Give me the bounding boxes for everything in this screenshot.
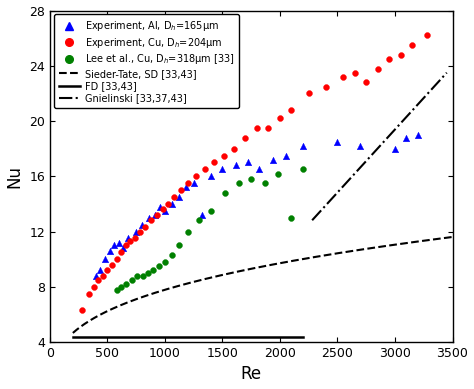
Point bbox=[299, 166, 307, 172]
Point bbox=[253, 125, 261, 131]
Point bbox=[170, 194, 178, 200]
Point bbox=[139, 273, 147, 279]
Point bbox=[122, 242, 129, 249]
Point bbox=[147, 217, 155, 224]
Point bbox=[150, 267, 157, 273]
Point bbox=[164, 201, 172, 207]
Point bbox=[207, 173, 215, 179]
Point bbox=[221, 190, 228, 196]
Point bbox=[108, 261, 116, 268]
Point bbox=[85, 291, 93, 297]
Point bbox=[210, 159, 218, 166]
Point bbox=[104, 267, 111, 273]
Y-axis label: Nu: Nu bbox=[6, 165, 24, 188]
Point bbox=[409, 42, 416, 48]
Point bbox=[403, 135, 410, 141]
Point bbox=[106, 248, 113, 254]
Point bbox=[151, 212, 158, 218]
Point bbox=[356, 143, 364, 149]
Point bbox=[282, 152, 290, 159]
Point bbox=[196, 217, 203, 224]
Point bbox=[161, 259, 169, 265]
Point bbox=[113, 256, 120, 262]
Point bbox=[115, 240, 123, 246]
Point bbox=[264, 125, 272, 131]
Point bbox=[142, 224, 149, 231]
Point bbox=[128, 277, 135, 283]
Point bbox=[118, 249, 125, 255]
Point bbox=[201, 166, 209, 172]
Point bbox=[175, 242, 182, 249]
Point bbox=[397, 52, 404, 58]
Point bbox=[138, 221, 146, 228]
Point bbox=[99, 273, 107, 279]
Point bbox=[219, 166, 226, 172]
Point bbox=[391, 145, 399, 152]
Point bbox=[122, 281, 129, 287]
Point bbox=[230, 145, 238, 152]
Point bbox=[153, 212, 161, 218]
Point bbox=[322, 83, 330, 89]
Point bbox=[414, 132, 422, 138]
Point bbox=[235, 180, 242, 186]
Point bbox=[124, 235, 132, 242]
Point bbox=[113, 286, 120, 293]
Point bbox=[134, 273, 141, 279]
Point bbox=[161, 208, 169, 214]
Point bbox=[269, 157, 277, 163]
Point bbox=[175, 194, 182, 200]
Point bbox=[177, 187, 185, 193]
Legend: Experiment, Al, D$_h$=165μm, Experiment, Cu, D$_h$=204μm, Lee et al., Cu, D$_h$=: Experiment, Al, D$_h$=165μm, Experiment,… bbox=[54, 14, 239, 108]
Point bbox=[423, 32, 431, 39]
Point bbox=[305, 90, 312, 96]
Point bbox=[92, 273, 100, 279]
Point bbox=[374, 65, 382, 72]
Point bbox=[288, 215, 295, 221]
Point bbox=[97, 267, 104, 273]
Point bbox=[385, 56, 393, 62]
Point bbox=[244, 159, 252, 166]
Point bbox=[339, 74, 347, 80]
X-axis label: Re: Re bbox=[241, 365, 262, 384]
Point bbox=[184, 180, 191, 186]
Point bbox=[90, 284, 97, 290]
Point bbox=[192, 173, 200, 179]
Point bbox=[351, 70, 358, 76]
Point bbox=[207, 208, 215, 214]
Point bbox=[110, 242, 118, 249]
Point bbox=[145, 215, 153, 221]
Point bbox=[101, 256, 109, 262]
Point bbox=[247, 176, 255, 182]
Point bbox=[94, 277, 102, 283]
Point bbox=[159, 206, 166, 212]
Point bbox=[232, 162, 240, 168]
Point bbox=[131, 235, 139, 242]
Point bbox=[119, 245, 127, 251]
Point bbox=[363, 79, 370, 86]
Point bbox=[288, 107, 295, 113]
Point bbox=[242, 135, 249, 141]
Point bbox=[168, 252, 175, 258]
Point bbox=[168, 201, 175, 207]
Point bbox=[334, 138, 341, 145]
Point bbox=[182, 184, 190, 191]
Point bbox=[127, 238, 134, 244]
Point bbox=[184, 228, 191, 235]
Point bbox=[118, 284, 125, 290]
Point bbox=[190, 180, 198, 186]
Point bbox=[144, 270, 151, 276]
Point bbox=[198, 212, 206, 218]
Point bbox=[299, 143, 307, 149]
Point bbox=[274, 170, 282, 177]
Point bbox=[255, 166, 263, 172]
Point bbox=[78, 307, 86, 314]
Point bbox=[155, 263, 163, 269]
Point bbox=[276, 115, 284, 121]
Point bbox=[156, 203, 164, 210]
Point bbox=[132, 228, 140, 235]
Point bbox=[261, 180, 269, 186]
Point bbox=[136, 228, 143, 235]
Point bbox=[220, 152, 228, 159]
